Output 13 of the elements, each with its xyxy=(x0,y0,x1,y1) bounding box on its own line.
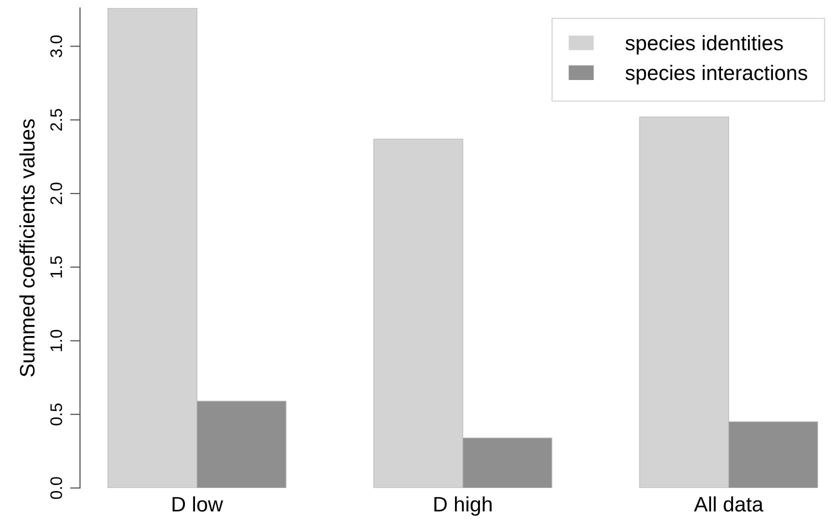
legend-label: species interactions xyxy=(626,64,808,84)
legend-label: species identities xyxy=(626,35,783,55)
y-tick-label: 0.0 xyxy=(50,477,62,499)
x-tick-label: All data xyxy=(694,496,764,512)
x-tick-label: D high xyxy=(434,496,492,516)
x-tick-label: D low xyxy=(172,496,224,512)
y-tick-label: 2.5 xyxy=(50,109,62,131)
y-tick-label: 2.0 xyxy=(50,182,62,204)
y-tick-label: 3.0 xyxy=(50,35,62,58)
y-tick-label: 1.5 xyxy=(50,256,62,278)
y-tick-label: 0.5 xyxy=(50,403,62,426)
y-tick-label: 1.0 xyxy=(50,330,62,352)
y-axis-title: Summed coefficients values xyxy=(19,119,35,377)
